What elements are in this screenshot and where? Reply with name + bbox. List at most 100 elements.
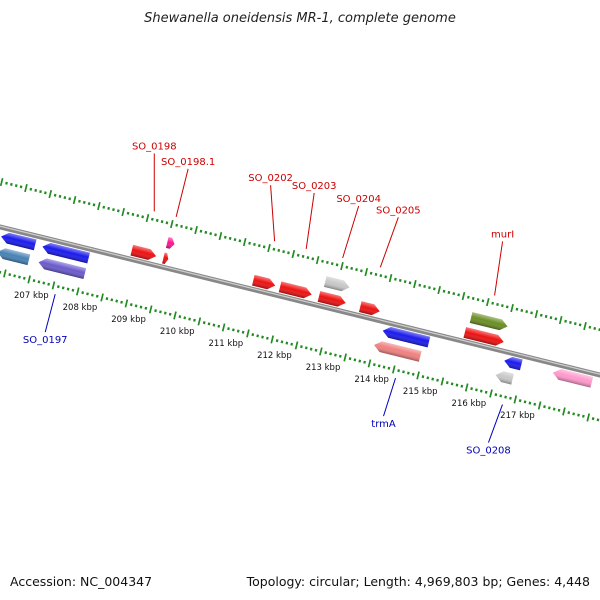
- minor-tick: [394, 277, 397, 281]
- minor-tick: [287, 251, 290, 255]
- gene-label[interactable]: murI: [491, 229, 514, 240]
- major-tick: [562, 407, 566, 416]
- minor-tick: [277, 248, 281, 252]
- gene-trma[interactable]: [381, 325, 431, 348]
- minor-tick: [411, 372, 415, 376]
- minor-tick: [387, 366, 391, 370]
- gene-so-0198[interactable]: [130, 244, 157, 262]
- major-tick: [583, 321, 587, 331]
- gene-so-0202[interactable]: [252, 274, 277, 291]
- gene-label[interactable]: SO_0197: [23, 335, 68, 346]
- gene-label[interactable]: SO_0208: [466, 446, 511, 457]
- gene-label[interactable]: trmA: [371, 419, 396, 430]
- minor-tick: [403, 280, 407, 284]
- minor-tick: [204, 230, 208, 234]
- minor-tick: [432, 287, 436, 291]
- minor-tick: [466, 295, 470, 299]
- minor-tick: [573, 322, 577, 326]
- minor-tick: [311, 257, 315, 261]
- major-tick: [194, 225, 198, 235]
- minor-tick: [34, 188, 38, 192]
- gene-feature[interactable]: [494, 370, 514, 385]
- minor-tick: [241, 330, 245, 334]
- major-tick: [294, 341, 299, 350]
- minor-tick: [428, 286, 431, 290]
- major-tick: [48, 189, 53, 199]
- minor-tick: [408, 281, 412, 285]
- minor-tick: [112, 208, 115, 212]
- minor-tick: [238, 239, 242, 243]
- minor-tick: [168, 312, 172, 316]
- gene-so-0197[interactable]: [41, 241, 90, 264]
- gene-so-0205[interactable]: [358, 301, 381, 316]
- tick-label: 215 kbp: [403, 387, 438, 397]
- minor-tick: [155, 218, 159, 222]
- minor-tick: [105, 297, 109, 301]
- major-tick: [319, 347, 323, 356]
- minor-tick: [494, 393, 498, 397]
- backbone-highlight: [0, 225, 600, 375]
- gene-feature[interactable]: [0, 247, 31, 266]
- minor-tick: [261, 335, 264, 339]
- gene-arrow-shading: [130, 244, 157, 260]
- minor-tick: [470, 387, 473, 391]
- minor-tick: [231, 328, 235, 332]
- minor-tick: [56, 285, 60, 289]
- minor-tick: [325, 260, 329, 264]
- gene-feature[interactable]: [37, 257, 87, 279]
- minor-tick: [209, 232, 213, 236]
- major-tick: [464, 383, 469, 392]
- minor-tick: [71, 288, 75, 292]
- minor-tick: [228, 236, 232, 240]
- genome-map: 207 kbp 208 kbp 209 kbp 210 kbp 211 kbp 212 k…: [0, 141, 600, 457]
- minor-tick: [436, 378, 439, 382]
- gene-label[interactable]: SO_0204: [336, 194, 381, 205]
- minor-tick: [338, 354, 342, 358]
- gene-label[interactable]: SO_0198.1: [161, 157, 215, 168]
- major-tick: [416, 371, 420, 380]
- gene-muri[interactable]: [463, 327, 506, 347]
- gene-so-0198-1[interactable]: [162, 252, 169, 265]
- minor-tick: [290, 342, 294, 346]
- minor-tick: [185, 226, 188, 230]
- gene-arrow-shading: [552, 369, 594, 388]
- gene-feature[interactable]: [469, 312, 509, 332]
- major-tick: [242, 237, 247, 247]
- gene-feature[interactable]: [373, 340, 422, 362]
- gene-label[interactable]: SO_0202: [248, 173, 293, 184]
- major-tick: [534, 309, 539, 319]
- major-tick: [437, 285, 441, 295]
- tick-label: 214 kbp: [354, 375, 389, 385]
- major-tick: [413, 279, 417, 289]
- minor-tick: [533, 402, 537, 406]
- minor-tick: [581, 414, 585, 418]
- minor-tick: [309, 347, 313, 351]
- gene-arrow-shading: [382, 327, 431, 348]
- gene-label[interactable]: SO_0198: [132, 141, 177, 152]
- gene-so-0203[interactable]: [278, 281, 313, 299]
- minor-tick: [199, 229, 203, 233]
- major-tick: [76, 287, 80, 296]
- minor-tick: [214, 233, 217, 237]
- gene-so-0208[interactable]: [503, 355, 523, 371]
- gene-feature[interactable]: [0, 231, 37, 251]
- minor-tick: [406, 371, 410, 375]
- gene-label[interactable]: SO_0203: [292, 181, 337, 192]
- minor-tick: [175, 223, 179, 227]
- minor-tick: [193, 318, 196, 322]
- minor-tick: [248, 241, 251, 245]
- minor-tick: [68, 197, 72, 201]
- tick-label: 212 kbp: [257, 351, 292, 361]
- minor-tick: [569, 320, 572, 324]
- gene-feature[interactable]: [323, 276, 351, 293]
- gene-so-0204[interactable]: [317, 291, 347, 308]
- minor-tick: [115, 299, 119, 303]
- minor-tick: [66, 287, 70, 291]
- gene-label[interactable]: SO_0205: [376, 205, 421, 216]
- gene-feature[interactable]: [165, 237, 176, 249]
- major-tick: [364, 267, 369, 277]
- minor-tick: [447, 290, 451, 294]
- gene-feature[interactable]: [552, 367, 594, 388]
- minor-tick: [144, 306, 148, 310]
